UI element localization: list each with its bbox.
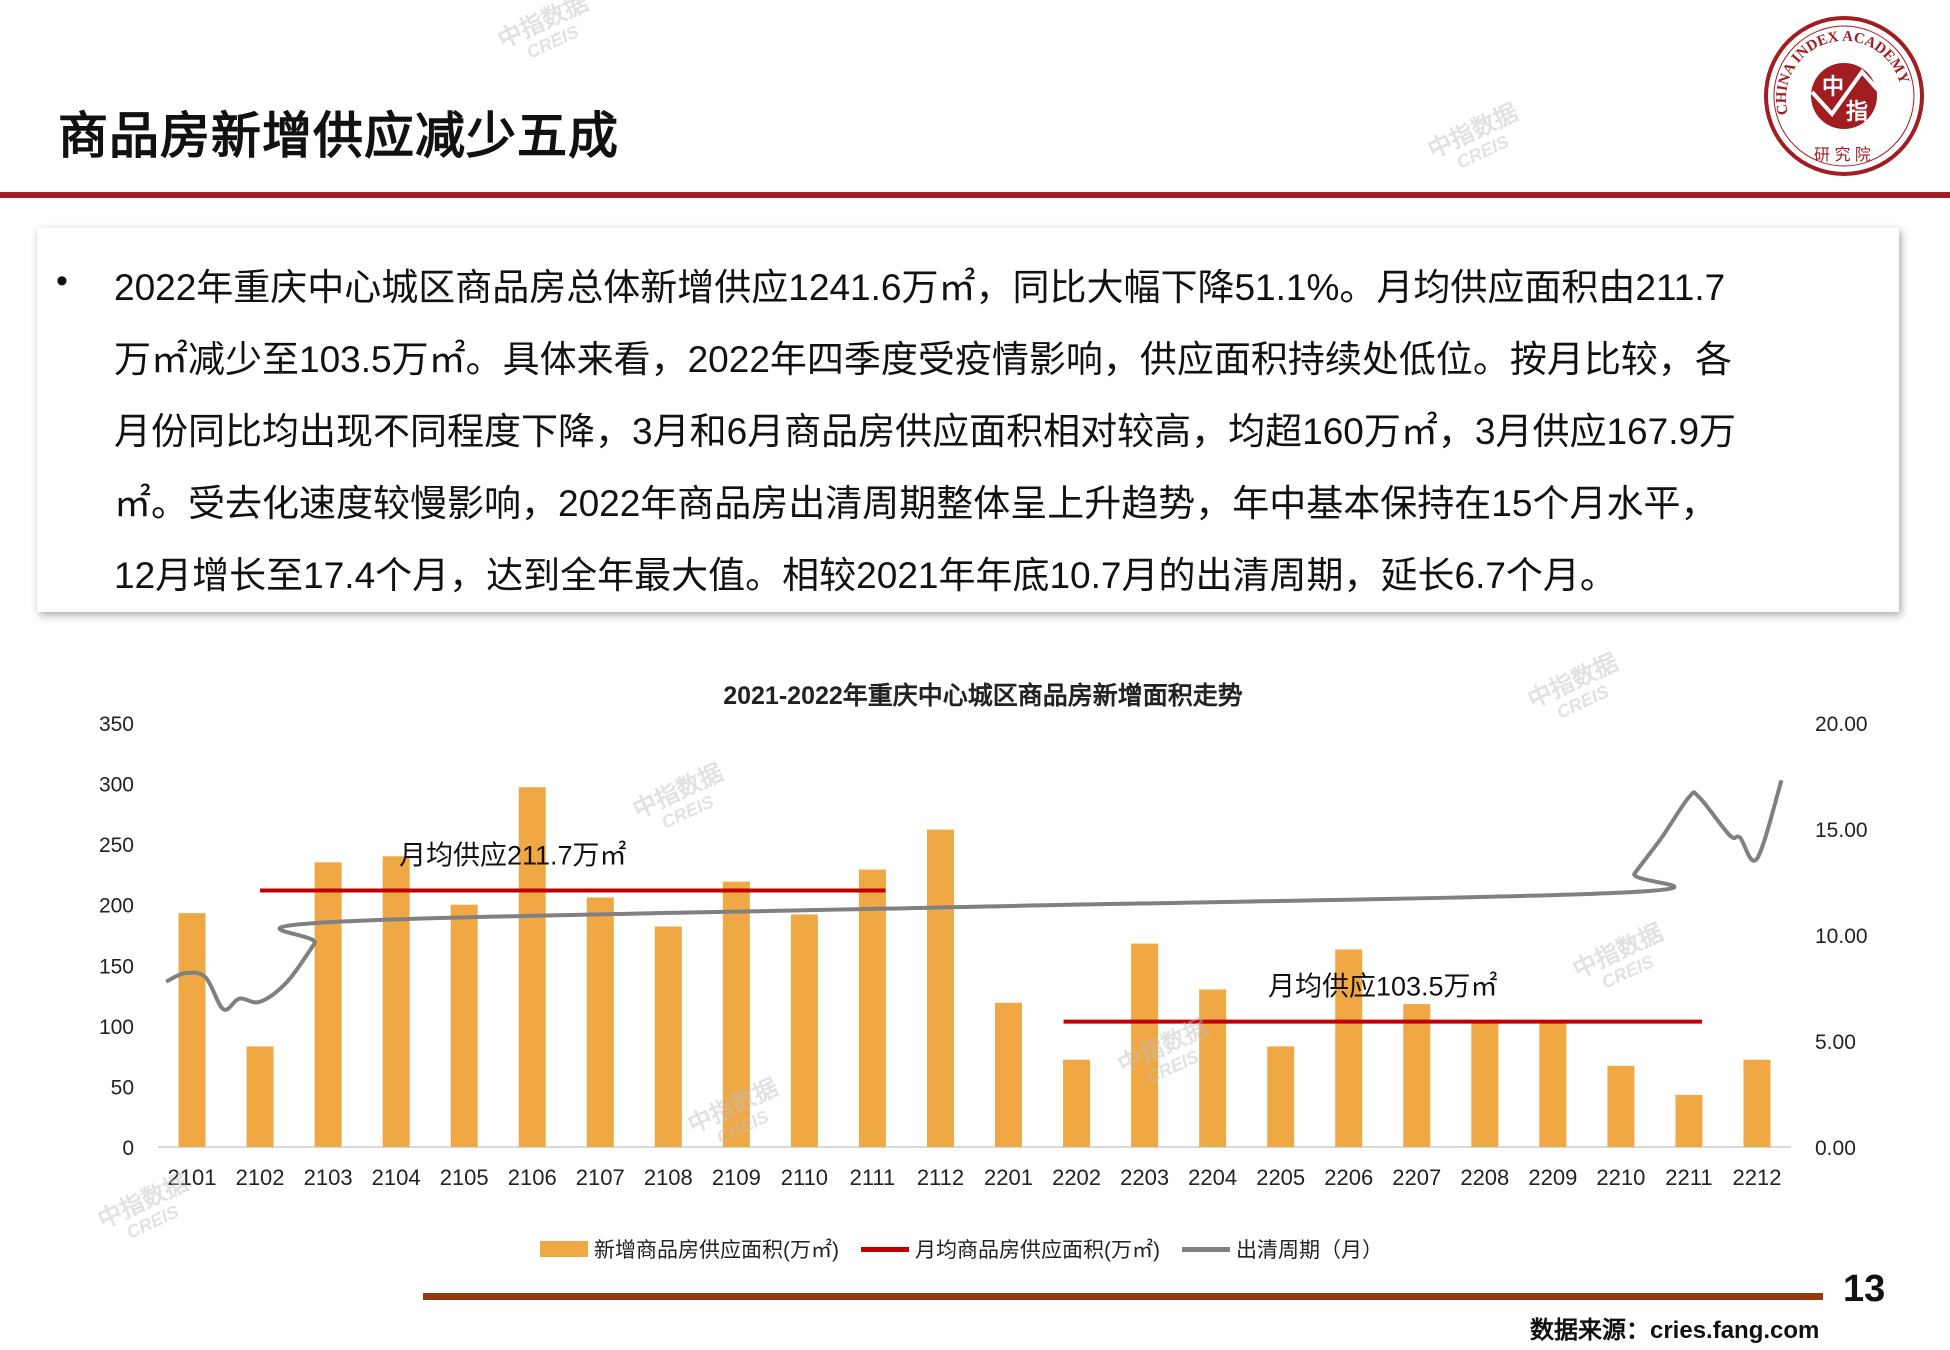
x-tick-label: 2212 [1733,1165,1782,1190]
bar-2210 [1607,1065,1635,1147]
y-left-tick-label: 200 [99,895,134,918]
bar-2105 [450,904,478,1147]
svg-text:中: 中 [1822,74,1844,99]
y-right-tick-label: 15.00 [1815,819,1868,842]
legend-item-supply: 新增商品房供应面积(万㎡) [540,1234,839,1264]
summary-line: 2022年重庆中心城区商品房总体新增供应1241.6万㎡，同比大幅下降51.1%… [114,267,1726,308]
x-tick-label: 2109 [712,1165,761,1190]
legend-label: 月均商品房供应面积(万㎡) [915,1239,1160,1262]
summary-box [37,228,1899,612]
summary-text: 2022年重庆中心城区商品房总体新增供应1241.6万㎡，同比大幅下降51.1%… [114,252,1736,612]
x-tick-label: 2206 [1324,1165,1373,1190]
bar-2101 [178,913,206,1147]
y-right-tick-label: 20.00 [1815,713,1868,736]
bar-2111 [858,869,886,1147]
bar-2207 [1403,1004,1431,1147]
bar-2104 [382,856,410,1147]
x-tick-label: 2202 [1052,1165,1101,1190]
chart-title: 2021-2022年重庆中心城区商品房新增面积走势 [723,682,1243,710]
bar-2201 [995,1002,1023,1147]
legend-item-average: 月均商品房供应面积(万㎡) [861,1234,1160,1264]
y-left-tick-label: 150 [99,955,134,978]
x-tick-label: 2210 [1596,1165,1645,1190]
footer-divider [423,1293,1823,1300]
summary-line: 万㎡减少至103.5万㎡。具体来看，2022年四季度受疫情影响，供应面积持续处低… [114,339,1732,380]
x-tick-label: 2208 [1460,1165,1509,1190]
bar-2107 [586,897,614,1147]
bar-2103 [314,862,342,1147]
y-left-tick-label: 350 [99,713,134,736]
summary-line: 12月增长至17.4个月，达到全年最大值。相较2021年年底10.7月的出清周期… [114,555,1617,596]
legend-swatch-gray-line [1182,1246,1230,1252]
y-left-tick-label: 50 [111,1076,134,1099]
legend-swatch-red-line [861,1246,909,1252]
x-tick-label: 2105 [440,1165,489,1190]
x-tick-label: 2112 [917,1165,964,1190]
x-tick-label: 2106 [508,1165,557,1190]
x-tick-label: 2102 [236,1165,285,1190]
y-left-tick-label: 300 [99,774,134,797]
average-supply-label: 月均供应103.5万㎡ [1268,972,1498,1002]
data-source: 数据来源：cries.fang.com [1530,1317,1820,1344]
header-divider [0,192,1950,198]
bullet: • [56,262,68,300]
bar-2108 [654,926,682,1147]
bar-2203 [1131,943,1159,1147]
bar-2110 [790,914,818,1147]
bar-2112 [926,829,954,1147]
legend-swatch-bar [540,1241,588,1257]
x-tick-label: 2204 [1188,1165,1237,1190]
legend-item-clearance: 出清周期（月） [1182,1234,1383,1264]
bar-2204 [1199,989,1227,1147]
chart-legend: 新增商品房供应面积(万㎡) 月均商品房供应面积(万㎡) 出清周期（月） [540,1234,1405,1264]
y-right-tick-label: 5.00 [1815,1031,1856,1054]
x-tick-label: 2211 [1665,1165,1712,1190]
svg-text:研 究 院: 研 究 院 [1814,146,1871,164]
page-number: 13 [1843,1268,1886,1310]
legend-label: 出清周期（月） [1236,1239,1383,1262]
y-right-tick-label: 10.00 [1815,925,1868,948]
x-tick-label: 2207 [1392,1165,1441,1190]
average-supply-label: 月均供应211.7万㎡ [399,841,627,871]
watermark: 中指数据 CREIS [1423,99,1523,173]
x-tick-label: 2111 [850,1165,896,1190]
bar-2208 [1471,1023,1499,1147]
x-tick-label: 2101 [168,1165,217,1190]
bar-2202 [1063,1059,1091,1147]
chart: 0 50 100 150 200 250 300 350 0.00 5.00 10.00 15.00 2… [99,713,1868,1190]
x-tick-label: 2209 [1528,1165,1577,1190]
page-title: 商品房新增供应减少五成 [58,108,619,164]
y-left-tick-label: 0 [122,1137,134,1160]
bar-2206 [1335,949,1363,1147]
bar-2212 [1743,1059,1771,1147]
legend-label: 新增商品房供应面积(万㎡) [594,1239,839,1262]
x-tick-label: 2205 [1256,1165,1305,1190]
bar-2209 [1539,1023,1567,1147]
bar-2106 [518,787,546,1147]
y-right-tick-label: 0.00 [1815,1137,1856,1160]
summary-line: ㎡。受去化速度较慢影响，2022年商品房出清周期整体呈上升趋势，年中基本保持在1… [114,483,1718,524]
x-tick-label: 2108 [644,1165,693,1190]
x-tick-label: 2201 [984,1165,1033,1190]
x-tick-label: 2110 [781,1165,828,1190]
bar-2211 [1675,1094,1703,1147]
x-tick-label: 2107 [576,1165,625,1190]
y-left-tick-label: 250 [99,834,134,857]
x-tick-label: 2103 [304,1165,353,1190]
x-tick-label: 2104 [372,1165,421,1190]
y-left-tick-label: 100 [99,1016,134,1039]
bar-2205 [1267,1046,1295,1147]
china-index-academy-logo: CHINA INDEX ACADEMY 中 指 研 究 院 [1764,16,1924,176]
clearance-cycle-line [165,779,1784,1012]
bar-2109 [722,881,750,1147]
x-tick-label: 2203 [1120,1165,1169,1190]
watermark: 中指数据 CREIS [493,0,593,63]
svg-text:指: 指 [1846,99,1868,124]
summary-line: 月份同比均出现不同程度下降，3月和6月商品房供应面积相对较高，均超160万㎡，3… [114,411,1737,452]
bar-2102 [246,1046,274,1147]
